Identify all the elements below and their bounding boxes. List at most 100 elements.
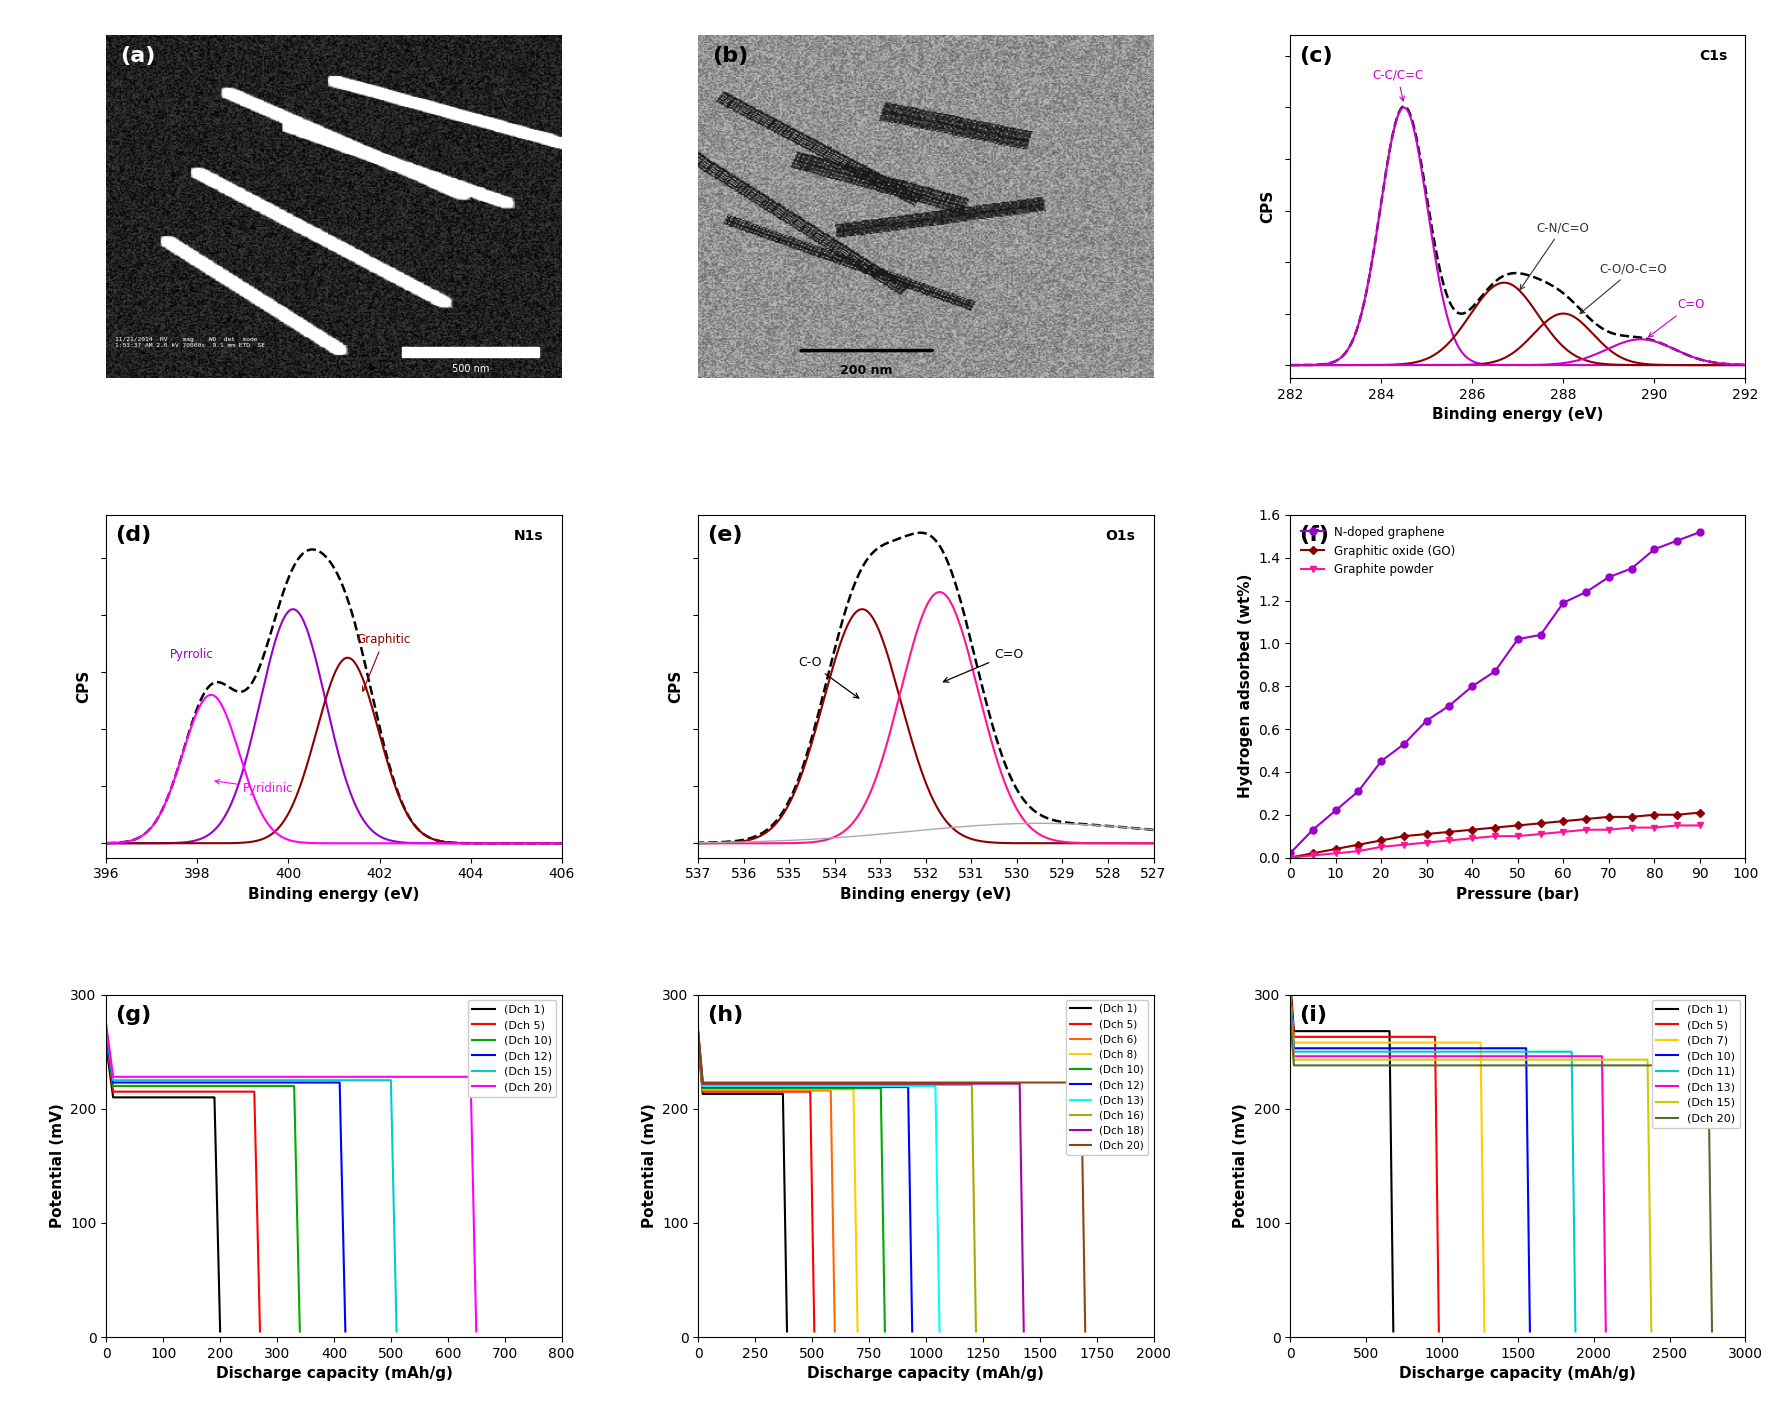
Graphite powder — [1416, 833, 1437, 850]
Graphitic oxide (GO) — [1485, 819, 1506, 836]
(Dch 15) — [1637, 1051, 1659, 1068]
(Dch 12) — [335, 1323, 356, 1340]
Graphite powder — [1529, 825, 1550, 842]
(Dch 1) — [1279, 971, 1301, 988]
Y-axis label: CPS: CPS — [1260, 190, 1274, 224]
(Dch 20) — [1074, 1323, 1095, 1340]
(Dch 10) — [96, 1026, 117, 1043]
N-doped graphene — [1529, 627, 1550, 644]
(Dch 13) — [693, 1077, 714, 1094]
Graphitic oxide (GO) — [1416, 825, 1437, 842]
Legend: N-doped graphene, Graphitic oxide (GO), Graphite powder: N-doped graphene, Graphitic oxide (GO), … — [1295, 521, 1460, 582]
(Dch 1) — [773, 1085, 794, 1102]
Y-axis label: Potential (mV): Potential (mV) — [1233, 1104, 1249, 1228]
Graphitic oxide (GO) — [1508, 816, 1529, 833]
(Dch 10) — [103, 1077, 124, 1094]
(Dch 13) — [1595, 1323, 1616, 1340]
(Dch 10) — [1283, 1040, 1304, 1057]
(Dch 5) — [1425, 1029, 1446, 1046]
(Dch 5) — [1279, 976, 1301, 993]
N-doped graphene — [1598, 569, 1620, 586]
(Dch 11) — [1561, 1043, 1582, 1060]
Line: (Dch 6): (Dch 6) — [698, 1039, 835, 1332]
Text: Graphitic: Graphitic — [356, 634, 411, 691]
Line: (Dch 10): (Dch 10) — [106, 1034, 299, 1332]
Graphite powder — [1621, 819, 1643, 836]
Text: C-C/C=C: C-C/C=C — [1372, 69, 1423, 100]
Graphitic oxide (GO) — [1439, 824, 1460, 841]
N-doped graphene — [1621, 560, 1643, 577]
N-doped graphene — [1666, 532, 1687, 549]
X-axis label: Discharge capacity (mAh/g): Discharge capacity (mAh/g) — [216, 1367, 452, 1381]
(Dch 16) — [693, 1077, 714, 1094]
Graphite powder — [1370, 838, 1391, 855]
Text: C1s: C1s — [1699, 50, 1728, 64]
(Dch 10) — [870, 1080, 891, 1097]
Graphitic oxide (GO) — [1575, 811, 1597, 828]
Line: (Dch 12): (Dch 12) — [698, 1036, 913, 1332]
N-doped graphene — [1370, 753, 1391, 770]
(Dch 13) — [1283, 1047, 1304, 1064]
(Dch 10) — [874, 1323, 895, 1340]
N-doped graphene — [1508, 631, 1529, 648]
N-doped graphene — [1302, 821, 1324, 838]
Text: Pyrrolic: Pyrrolic — [170, 648, 214, 661]
(Dch 12) — [330, 1074, 351, 1091]
Line: (Dch 13): (Dch 13) — [1290, 1005, 1605, 1332]
Graphite powder — [1689, 816, 1710, 833]
Graphite powder — [1644, 819, 1666, 836]
Text: O1s: O1s — [1106, 529, 1136, 543]
X-axis label: Binding energy (eV): Binding energy (eV) — [1432, 408, 1604, 422]
N-doped graphene — [1416, 712, 1437, 729]
Text: (h): (h) — [707, 1005, 744, 1024]
(Dch 10) — [1515, 1040, 1536, 1057]
(Dch 13) — [1591, 1047, 1613, 1064]
Graphite powder — [1552, 824, 1574, 841]
N-doped graphene — [1552, 594, 1574, 611]
(Dch 12) — [688, 1027, 709, 1044]
Graphitic oxide (GO) — [1621, 808, 1643, 825]
Graphite powder — [1598, 821, 1620, 838]
(Dch 1) — [103, 1090, 124, 1107]
(Dch 6) — [693, 1082, 714, 1099]
Line: Graphitic oxide (GO): Graphitic oxide (GO) — [1286, 809, 1703, 860]
(Dch 20) — [1283, 1057, 1304, 1074]
Polygon shape — [402, 347, 539, 358]
Legend: (Dch 1), (Dch 5), (Dch 7), (Dch 10), (Dch 11), (Dch 13), (Dch 15), (Dch 20): (Dch 1), (Dch 5), (Dch 7), (Dch 10), (Dc… — [1652, 1000, 1740, 1128]
(Dch 10) — [693, 1080, 714, 1097]
Line: (Dch 1): (Dch 1) — [1290, 979, 1393, 1332]
(Dch 12) — [103, 1074, 124, 1091]
Graphitic oxide (GO) — [1644, 807, 1666, 824]
N-doped graphene — [1279, 845, 1301, 862]
Line: (Dch 13): (Dch 13) — [698, 1034, 939, 1332]
(Dch 1) — [209, 1323, 230, 1340]
(Dch 13) — [1279, 996, 1301, 1013]
(Dch 10) — [1519, 1323, 1540, 1340]
(Dch 7) — [1283, 1034, 1304, 1051]
N-doped graphene — [1348, 782, 1370, 799]
Text: C-O/O-C=O: C-O/O-C=O — [1581, 262, 1667, 314]
Line: (Dch 1): (Dch 1) — [698, 1043, 787, 1332]
N-doped graphene — [1644, 541, 1666, 558]
Text: (a): (a) — [120, 45, 156, 65]
(Dch 10) — [289, 1323, 310, 1340]
(Dch 8) — [847, 1323, 868, 1340]
Line: (Dch 11): (Dch 11) — [1290, 1000, 1575, 1332]
(Dch 20) — [461, 1068, 482, 1085]
(Dch 15) — [1283, 1051, 1304, 1068]
Text: 500 nm: 500 nm — [452, 364, 489, 374]
Graphitic oxide (GO) — [1552, 812, 1574, 829]
Line: (Dch 5): (Dch 5) — [106, 1040, 260, 1332]
Graphite powder — [1279, 849, 1301, 866]
Line: (Dch 20): (Dch 20) — [106, 1026, 477, 1332]
Graphite powder — [1348, 843, 1370, 860]
(Dch 1) — [776, 1323, 797, 1340]
(Dch 10) — [688, 1029, 709, 1046]
Y-axis label: CPS: CPS — [76, 669, 90, 703]
Line: (Dch 5): (Dch 5) — [698, 1040, 815, 1332]
N-doped graphene — [1325, 802, 1347, 819]
Graphite powder — [1485, 828, 1506, 845]
Line: (Dch 15): (Dch 15) — [1290, 1009, 1652, 1332]
Graphite powder — [1462, 829, 1483, 846]
Text: (f): (f) — [1299, 525, 1329, 545]
